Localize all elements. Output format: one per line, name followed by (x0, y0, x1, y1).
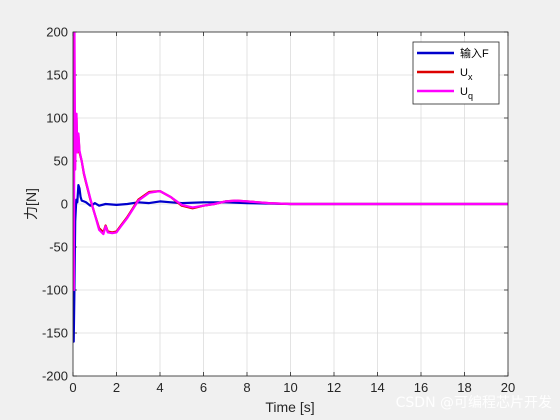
x-tick-label: 12 (327, 380, 341, 395)
y-tick-label: -150 (42, 326, 68, 341)
x-tick-label: 0 (69, 380, 76, 395)
series-lines (73, 32, 508, 343)
y-tick-label: -100 (42, 283, 68, 298)
x-tick-label: 4 (156, 380, 163, 395)
x-tick-label: 16 (414, 380, 428, 395)
x-tick-label: 18 (457, 380, 471, 395)
y-tick-label: 100 (46, 111, 68, 126)
x-tick-labels: 0 2 4 6 8 10 12 14 16 18 20 (69, 380, 515, 395)
x-tick-label: 6 (200, 380, 207, 395)
axes-box (72, 31, 509, 377)
y-tick-label: -50 (49, 240, 68, 255)
x-tick-label: 8 (243, 380, 250, 395)
series-line-2 (73, 32, 508, 292)
y-tick-label: 0 (61, 197, 68, 212)
legend-label-0: 输入F (460, 46, 489, 60)
legend-label-subscript-2: q (468, 91, 473, 101)
y-tick-label: 200 (46, 25, 68, 40)
x-tick-label: 20 (501, 380, 515, 395)
y-tick-label: -200 (42, 369, 68, 384)
y-tick-label: 50 (54, 154, 68, 169)
y-tick-label: 150 (46, 68, 68, 83)
x-axis-label: Time [s] (265, 399, 314, 415)
y-axis-label: 力[N] (23, 188, 39, 220)
x-tick-label: 14 (370, 380, 384, 395)
watermark: CSDN @可编程芯片开发 (396, 395, 552, 411)
x-tick-label: 2 (113, 380, 120, 395)
x-tick-label: 10 (283, 380, 297, 395)
y-tick-labels: -200 -150 -100 -50 0 50 100 150 200 (42, 25, 68, 384)
legend-label-subscript-1: x (468, 72, 473, 82)
